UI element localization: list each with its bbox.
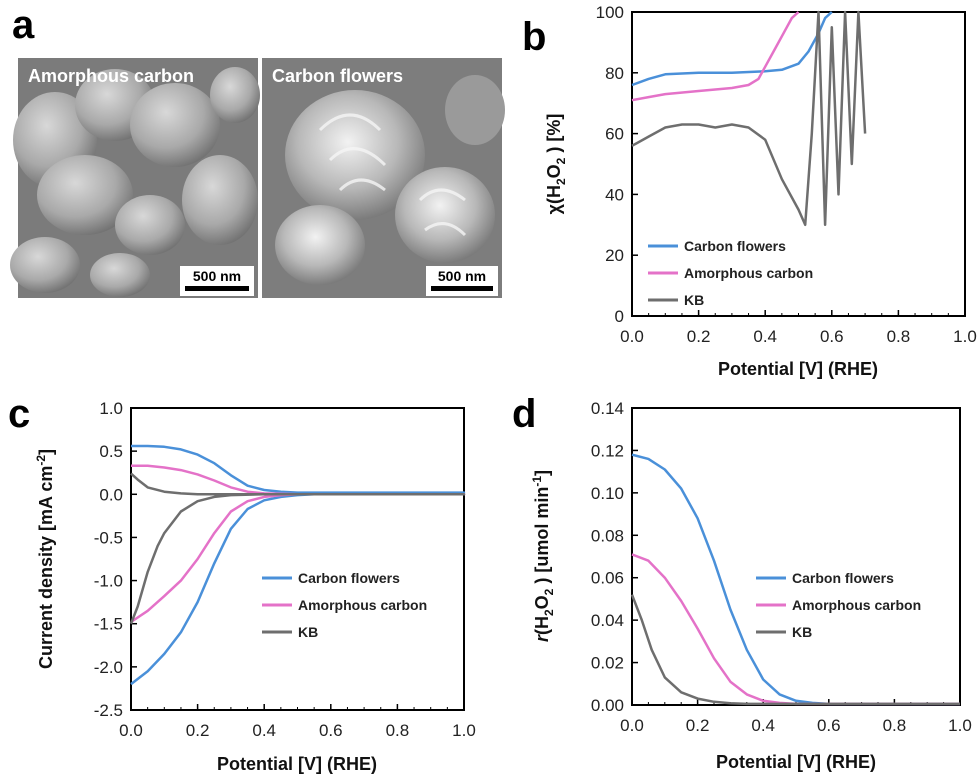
legend-label-carbon-flowers: Carbon flowers bbox=[684, 238, 786, 254]
scale-bar-label-1: 500 nm bbox=[193, 268, 241, 284]
scale-bar-1 bbox=[185, 286, 249, 291]
y-tick-label: 0.12 bbox=[591, 441, 624, 460]
y-tick-label: 0.06 bbox=[591, 569, 624, 588]
legend-label-amorphous-carbon: Amorphous carbon bbox=[684, 265, 813, 281]
y-axis-label-part: O bbox=[532, 595, 552, 609]
y-tick-label: -1.0 bbox=[94, 572, 123, 591]
y-axis-label: Current density [mA cm-2] bbox=[34, 449, 56, 669]
y-axis-label-part: -1 bbox=[530, 476, 544, 487]
x-axis-label: Potential [V] (RHE) bbox=[716, 752, 876, 772]
chart-b: 0 20 40 60 80 100 0.0 0.2 0.4 0.6 0.8 1.0 Carbon flo… bbox=[544, 3, 977, 379]
y-axis-label-part: -2 bbox=[34, 455, 48, 466]
y-tick-label: 0.14 bbox=[591, 399, 624, 418]
series-line-kb bbox=[129, 472, 466, 625]
sem-image-carbon-flowers: 500 nm Carbon flowers bbox=[262, 58, 505, 298]
scale-bar-2 bbox=[431, 286, 493, 291]
y-axis-label-part: 2 bbox=[542, 609, 556, 616]
x-tick-label: 0.0 bbox=[620, 716, 644, 735]
y-axis-label-part: ) [umol min bbox=[532, 487, 552, 589]
x-tick-label: 0.8 bbox=[883, 716, 907, 735]
y-tick-label: 80 bbox=[605, 64, 624, 83]
panel-label-d: d bbox=[512, 392, 536, 436]
panel-label-b: b bbox=[522, 15, 546, 59]
y-axis-label-part: r bbox=[532, 634, 552, 642]
y-axis-label-part: 2 bbox=[554, 157, 568, 164]
y-tick-label: 0.5 bbox=[99, 442, 123, 461]
x-tick-label: 1.0 bbox=[948, 716, 972, 735]
series-line-kb bbox=[630, 594, 960, 706]
x-axis-label: Potential [V] (RHE) bbox=[217, 754, 377, 774]
legend-label-kb: KB bbox=[792, 624, 812, 640]
legend-label-kb: KB bbox=[684, 292, 704, 308]
sem-label-flowers: Carbon flowers bbox=[272, 66, 403, 86]
plot-frame bbox=[130, 407, 465, 711]
y-axis-label-part: O bbox=[544, 164, 564, 178]
y-axis-label-part: ] bbox=[532, 470, 552, 476]
chart-d: 0.00 0.02 0.04 0.06 0.08 0.10 0.12 0.14 0.0 0.2 0.… bbox=[530, 399, 972, 772]
series-line-amorphous-carbon bbox=[631, 11, 800, 102]
y-tick-label: 0.10 bbox=[591, 484, 624, 503]
scale-bar-label-2: 500 nm bbox=[438, 268, 486, 284]
y-tick-label: 40 bbox=[605, 185, 624, 204]
x-tick-label: 0.8 bbox=[386, 721, 410, 740]
x-tick-label: 0.6 bbox=[319, 721, 343, 740]
x-tick-label: 0.2 bbox=[687, 327, 711, 346]
panel-label-a: a bbox=[12, 3, 35, 47]
y-axis-label-part: 2 bbox=[542, 588, 556, 595]
y-tick-label: 0 bbox=[615, 307, 624, 326]
x-tick-label: 0.4 bbox=[753, 327, 777, 346]
x-tick-label: 0.4 bbox=[252, 721, 276, 740]
y-axis-label-part: ] bbox=[36, 449, 56, 455]
y-tick-label: 60 bbox=[605, 125, 624, 144]
y-tick-label: 0.02 bbox=[591, 654, 624, 673]
y-axis-label-part: (H bbox=[532, 616, 552, 635]
x-tick-label: 0.8 bbox=[887, 327, 911, 346]
legend-label-carbon-flowers: Carbon flowers bbox=[298, 570, 400, 586]
y-tick-label: 0.04 bbox=[591, 611, 624, 630]
y-tick-label: 0.08 bbox=[591, 526, 624, 545]
y-tick-label: 0.0 bbox=[99, 485, 123, 504]
series-line-carbon-flowers bbox=[631, 11, 833, 87]
y-axis-label-part: ) [%] bbox=[544, 114, 564, 158]
x-tick-label: 0.0 bbox=[620, 327, 644, 346]
x-tick-label: 1.0 bbox=[953, 327, 977, 346]
x-tick-label: 0.2 bbox=[186, 721, 210, 740]
legend-label-kb: KB bbox=[298, 624, 318, 640]
legend-label-amorphous-carbon: Amorphous carbon bbox=[298, 597, 427, 613]
x-tick-label: 0.0 bbox=[119, 721, 143, 740]
y-axis-label-part: χ(H bbox=[544, 185, 564, 214]
y-tick-label: -2.5 bbox=[94, 701, 123, 720]
x-tick-label: 0.6 bbox=[820, 327, 844, 346]
series-line-kb bbox=[631, 10, 867, 227]
y-tick-label: 100 bbox=[596, 3, 624, 22]
plot-frame bbox=[631, 407, 961, 706]
x-tick-label: 1.0 bbox=[452, 721, 476, 740]
y-axis-label-part: 2 bbox=[554, 178, 568, 185]
x-tick-label: 0.4 bbox=[751, 716, 775, 735]
y-axis-label: r(H2O2 ) [umol min-1] bbox=[530, 470, 556, 642]
x-tick-label: 0.2 bbox=[686, 716, 710, 735]
y-axis-label: χ(H2O2 ) [%] bbox=[544, 114, 568, 215]
series-line-carbon-flowers bbox=[130, 444, 466, 686]
y-tick-label: 1.0 bbox=[99, 399, 123, 418]
y-axis-label-part: Current density [mA cm bbox=[36, 466, 56, 669]
legend-label-carbon-flowers: Carbon flowers bbox=[792, 570, 894, 586]
sem-label-amorphous: Amorphous carbon bbox=[28, 66, 194, 86]
legend-label-amorphous-carbon: Amorphous carbon bbox=[792, 597, 921, 613]
y-tick-label: -1.5 bbox=[94, 615, 123, 634]
x-axis-label: Potential [V] (RHE) bbox=[718, 359, 878, 379]
y-tick-label: 20 bbox=[605, 246, 624, 265]
chart-c: -2.5 -2.0 -1.5 -1.0 -0.5 0.0 0.5 1.0 0.0 0.2 0.4 0.… bbox=[34, 399, 476, 774]
panel-label-c: c bbox=[8, 392, 30, 436]
sem-image-amorphous-carbon: 500 nm Amorphous carbon bbox=[10, 58, 260, 298]
y-tick-label: -2.0 bbox=[94, 658, 123, 677]
y-tick-label: 0.00 bbox=[591, 696, 624, 715]
x-tick-label: 0.6 bbox=[817, 716, 841, 735]
y-tick-label: -0.5 bbox=[94, 528, 123, 547]
